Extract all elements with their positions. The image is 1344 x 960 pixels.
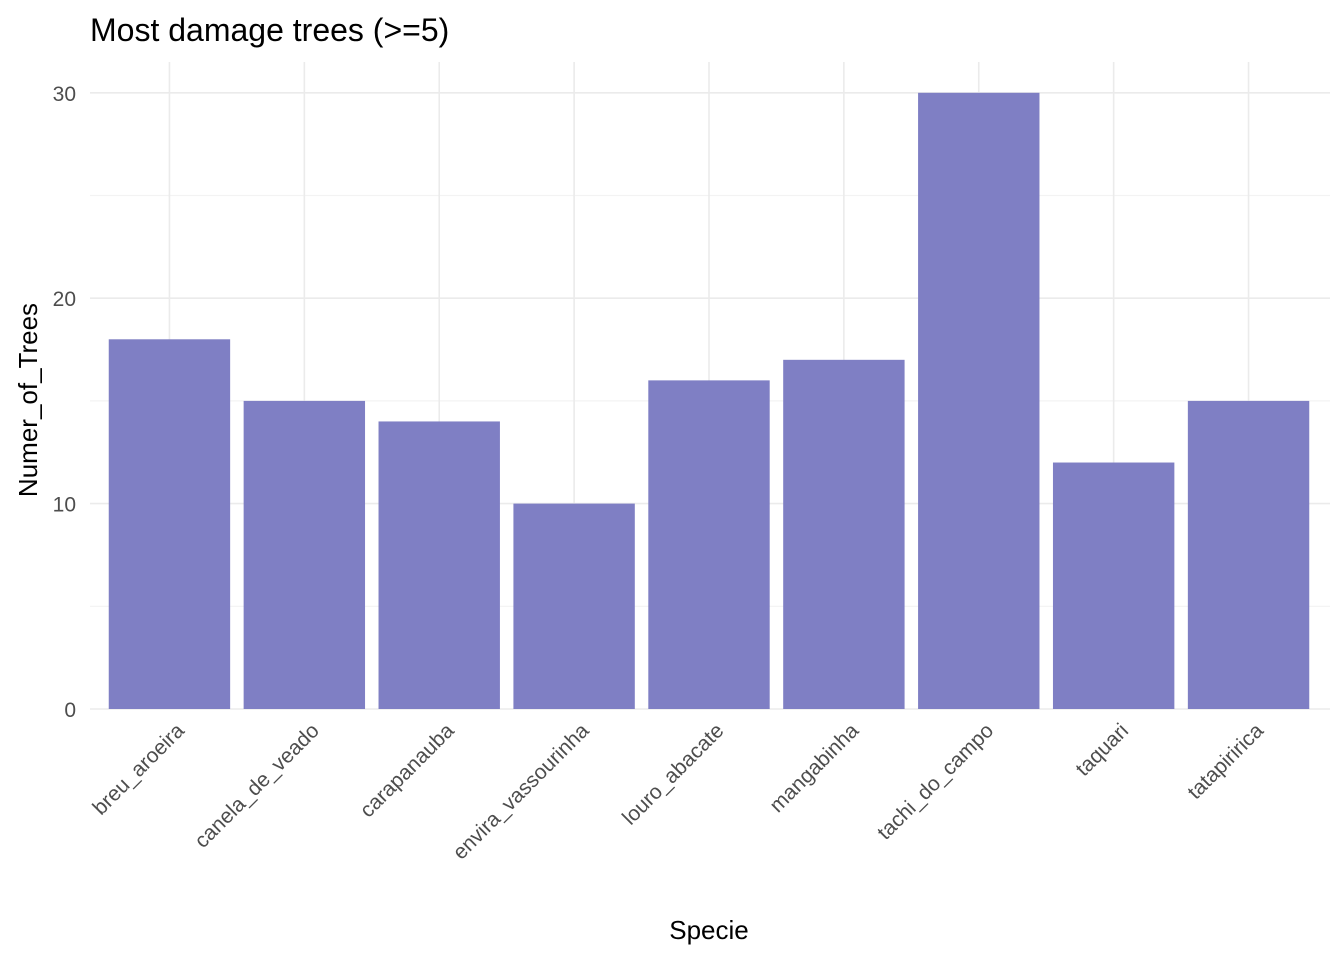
bar-tatapiririca <box>1187 400 1310 709</box>
bar-carapanauba <box>378 421 500 709</box>
x-tick-label-carapanauba: carapanauba <box>356 719 459 822</box>
bar-louro_abacate <box>648 380 770 709</box>
bar-mangabinha <box>783 359 905 709</box>
x-tick-label-breu_aroeira: breu_aroeira <box>88 719 189 820</box>
y-tick-label: 10 <box>53 494 76 517</box>
x-tick-label-tatapiririca: tatapiririca <box>1183 719 1268 804</box>
bar-envira_vassourinha <box>513 503 635 709</box>
x-tick-label-envira_vassourinha: envira_vassourinha <box>449 719 594 864</box>
bar-canela_de_veado <box>243 400 366 709</box>
x-tick-label-louro_abacate: louro_abacate <box>618 719 728 829</box>
y-tick-label: 0 <box>64 699 76 722</box>
y-tick-label: 30 <box>53 83 76 106</box>
chart-title: Most damage trees (>=5) <box>90 12 449 48</box>
x-axis-title: Specie <box>669 915 749 945</box>
y-axis-title: Numer_of_Trees <box>13 303 43 497</box>
y-tick-label: 20 <box>53 288 76 311</box>
x-axis-ticks: breu_aroeira canela_de_veado carapanaubaen… <box>88 719 1268 864</box>
bar-taquari <box>1052 462 1175 709</box>
bar-tachi_do_campo <box>918 92 1040 710</box>
x-tick-label-tachi_do_campo: tachi_do_campo <box>873 719 998 844</box>
bar-breu_aroeira <box>108 339 231 709</box>
x-tick-label-canela_de_veado: canela_de_veado <box>190 719 324 853</box>
x-tick-label-mangabinha: mangabinha <box>765 719 863 817</box>
x-tick-label-taquari: taquari <box>1071 719 1133 781</box>
y-axis-ticks: 0 10 20 30 <box>53 83 76 722</box>
bars <box>108 92 1310 710</box>
